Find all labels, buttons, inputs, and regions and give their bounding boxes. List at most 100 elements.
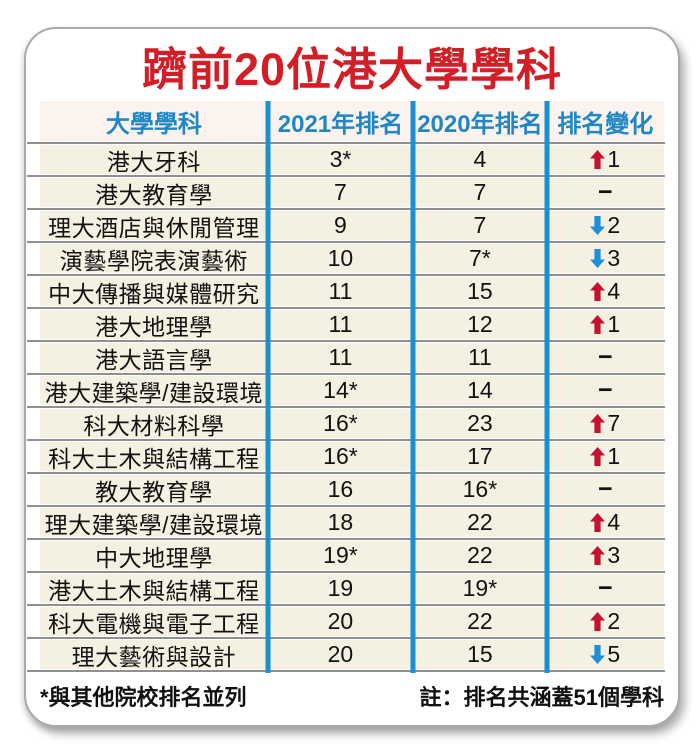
- row-separator: [27, 471, 665, 475]
- table-row: 科大電機與電子工程 20 22 2: [40, 607, 664, 637]
- column-header-subject: 大學學科: [105, 110, 202, 138]
- table-row: 港大地理學 11 12 1: [40, 310, 664, 340]
- rank-2020-cell: 12: [467, 311, 493, 337]
- column-divider-3: [544, 101, 550, 673]
- rank-2021-cell: 11: [328, 311, 353, 337]
- row-separator: [27, 339, 665, 343]
- up-arrow-icon: [590, 282, 606, 301]
- footnote-tied-ranking: *與其他院校排名並列: [40, 685, 247, 710]
- down-arrow-icon: [590, 216, 606, 235]
- up-arrow-icon: [590, 513, 606, 532]
- subject-cell: 港大教育學: [95, 181, 213, 208]
- rank-2021-cell: 20: [327, 608, 354, 634]
- rank-2021-cell: 16*: [323, 443, 358, 469]
- rank-2020-cell: 22: [467, 608, 493, 634]
- table-row: 理大酒店與休閒管理 9 7 2: [40, 211, 664, 241]
- table-row: 港大語言學 11 11 −: [40, 343, 664, 373]
- change-cell: 1: [547, 442, 664, 471]
- row-separator: [27, 636, 665, 640]
- rank-2020-cell: 16*: [462, 476, 498, 502]
- rank-2020-cell: 14: [467, 377, 493, 403]
- change-cell: 1: [547, 310, 664, 339]
- table-row: 中大傳播與媒體研究 11 15 4: [40, 277, 664, 307]
- up-arrow-icon: [590, 315, 606, 334]
- up-arrow-icon: [590, 612, 606, 631]
- subject-cell: 教大教育學: [95, 478, 213, 505]
- table-row: 港大牙科 3* 4 1: [40, 145, 664, 175]
- footnote-coverage: 註：排名共涵蓋51個學科: [419, 685, 664, 710]
- table-row: 中大地理學 19* 22 3: [40, 541, 664, 571]
- change-value: 1: [607, 146, 621, 172]
- rank-2021-cell: 16: [327, 476, 354, 502]
- rank-2020-cell: 7: [473, 179, 487, 205]
- change-cell: 1: [547, 145, 664, 174]
- no-change-dash: −: [598, 376, 613, 404]
- row-separator: [27, 504, 665, 508]
- no-change-dash: −: [598, 574, 613, 602]
- row-separator: [27, 570, 665, 574]
- subject-cell: 理大酒店與休閒管理: [48, 214, 260, 241]
- rank-2020-cell: 19*: [462, 575, 498, 601]
- no-change-dash: −: [598, 475, 613, 503]
- rank-2020-cell: 22: [467, 509, 493, 535]
- subject-cell: 理大建築學/建設環境: [44, 511, 264, 538]
- change-cell: 2: [547, 211, 664, 240]
- table-row: 演藝學院表演藝術 10 7* 3: [40, 244, 664, 274]
- rank-2021-cell: 19: [327, 575, 354, 601]
- table-row: 教大教育學 16 16* −: [40, 475, 664, 505]
- change-value: 2: [607, 608, 621, 634]
- rank-2020-cell: 23: [467, 410, 493, 436]
- up-arrow-icon: [590, 546, 606, 565]
- rank-2021-cell: 18: [327, 509, 354, 535]
- row-separator: [27, 141, 665, 145]
- row-separator: [27, 405, 665, 409]
- rank-2020-cell: 4: [473, 146, 487, 172]
- rank-2020-cell: 22: [467, 542, 493, 568]
- change-cell: −: [547, 343, 664, 372]
- change-value: 4: [607, 278, 621, 304]
- row-separator: [27, 669, 665, 673]
- rank-2020-cell: 17: [467, 443, 493, 469]
- subject-cell: 科大材料科學: [83, 412, 225, 439]
- subject-cell: 中大傳播與媒體研究: [48, 280, 260, 307]
- table-row: 科大土木與結構工程 16* 17 1: [40, 442, 664, 472]
- page-title: 躋前20位港大學學科: [141, 44, 563, 95]
- row-separator: [27, 372, 665, 376]
- down-arrow-icon: [590, 249, 606, 268]
- change-value: 3: [607, 542, 621, 568]
- rank-2020-cell: 7*: [469, 245, 491, 271]
- subject-cell: 演藝學院表演藝術: [59, 247, 248, 274]
- up-arrow-icon: [590, 414, 606, 433]
- table-row: 港大教育學 7 7 −: [40, 178, 664, 208]
- subject-cell: 港大牙科: [106, 148, 201, 175]
- rank-2020-cell: 7: [473, 212, 487, 238]
- change-value: 2: [607, 212, 621, 238]
- change-cell: −: [547, 376, 664, 405]
- change-cell: −: [547, 178, 664, 207]
- rank-2020-cell: 15: [467, 278, 493, 304]
- row-separator: [27, 240, 665, 244]
- change-cell: 3: [547, 541, 664, 570]
- table-row: 港大土木與結構工程 19 19* −: [40, 574, 664, 604]
- subject-cell: 港大語言學: [95, 346, 213, 373]
- change-cell: −: [547, 475, 664, 504]
- change-cell: 4: [547, 277, 664, 306]
- rank-2021-cell: 19*: [323, 542, 358, 568]
- row-separator: [27, 273, 665, 277]
- table-row: 港大建築學/建設環境 14* 14 −: [40, 376, 664, 406]
- subject-cell: 港大建築學/建設環境: [44, 379, 264, 406]
- change-cell: 3: [547, 244, 664, 273]
- change-value: 4: [607, 509, 621, 535]
- up-arrow-icon: [590, 150, 606, 169]
- rank-2021-cell: 11: [328, 344, 353, 370]
- rank-2021-cell: 10: [327, 245, 354, 271]
- column-divider-1: [265, 101, 271, 673]
- row-separator: [27, 537, 665, 541]
- no-change-dash: −: [598, 178, 613, 206]
- subject-cell: 港大地理學: [95, 313, 213, 340]
- rank-2020-cell: 11: [467, 344, 492, 370]
- table-row: 理大藝術與設計 20 15 5: [40, 640, 664, 670]
- row-separator: [27, 207, 665, 211]
- table-header-row: 大學學科 2021年排名 2020年排名 排名變化: [40, 101, 664, 141]
- table-row: 科大材料科學 16* 23 7: [40, 409, 664, 439]
